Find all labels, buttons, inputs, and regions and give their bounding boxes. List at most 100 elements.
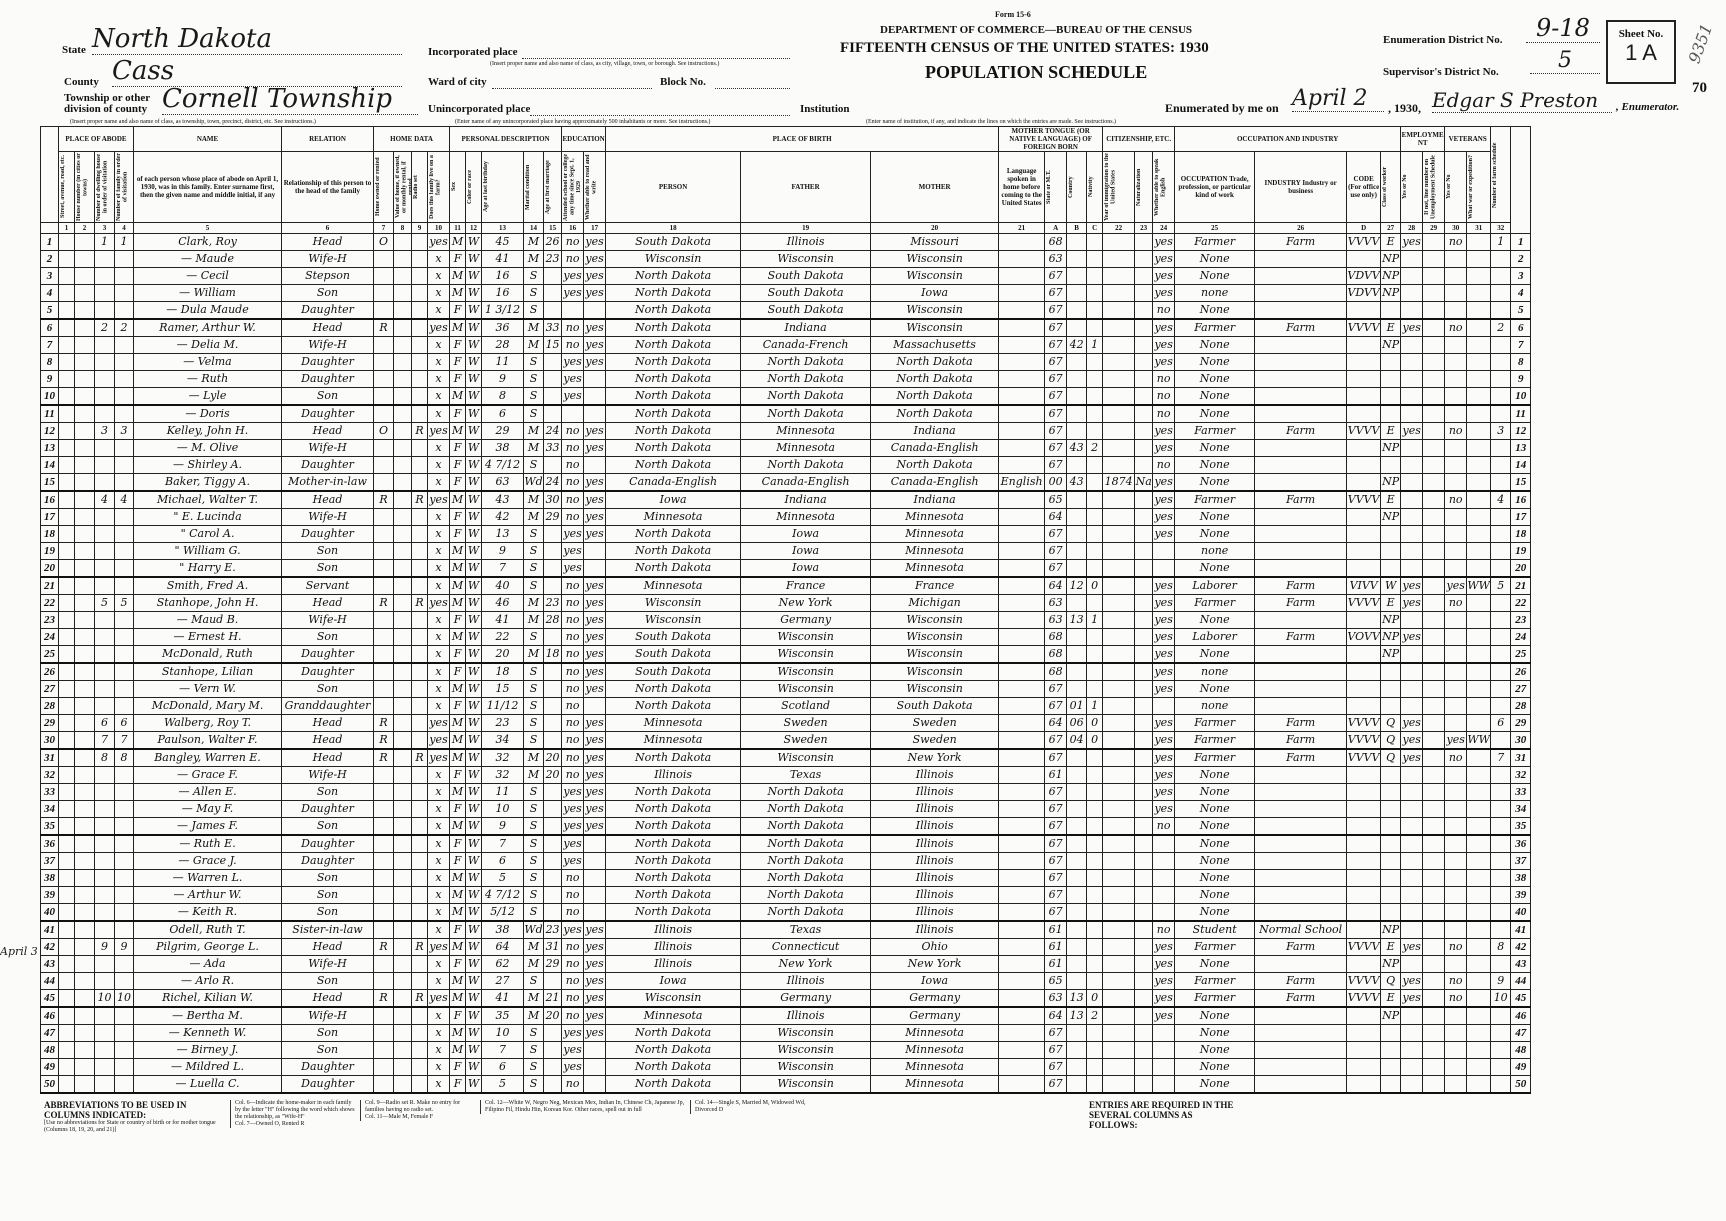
column-header-text: State or M.T. (1045, 170, 1052, 204)
home-tenure (373, 1006, 395, 1025)
read-write: yes (583, 594, 607, 612)
home-value (393, 233, 413, 251)
relation: Daughter (281, 1058, 375, 1076)
farm-residence: yes (427, 714, 451, 732)
birthplace-mother: Sweden (870, 714, 1000, 732)
column-header-radio-set: Radio set (411, 151, 429, 223)
birthplace-person: Canada-English (605, 473, 742, 492)
column-header-immigration-year: Year of immigration to the United States (1102, 151, 1136, 223)
school-attendance: no (561, 439, 585, 457)
street (58, 955, 75, 973)
age-at-marriage (543, 680, 563, 698)
home-value (393, 404, 413, 423)
table-row: 25 McDonald, Ruth Daughter x F W 20 M 18 no yes Sou… (40, 645, 1532, 664)
occupation-code (1346, 250, 1382, 268)
radio-set (411, 525, 429, 543)
employed (1400, 886, 1424, 904)
veteran: yes (1444, 731, 1468, 750)
dwelling-number (94, 766, 115, 784)
birthplace-person: Wisconsin (605, 611, 742, 629)
county-value: Cass (112, 56, 402, 87)
farm-residence: x (427, 284, 451, 302)
school-attendance: no (561, 456, 585, 474)
home-value (393, 748, 413, 767)
house-number (74, 353, 95, 371)
class-of-worker: Q (1380, 748, 1402, 767)
farm-residence: yes (427, 594, 451, 612)
home-tenure (373, 955, 395, 973)
mother-tongue (998, 886, 1046, 904)
line-number: 45 (40, 989, 59, 1008)
employed (1400, 783, 1424, 801)
sex: M (449, 594, 467, 612)
column-header-text: Country (1067, 176, 1074, 198)
dwelling-number (94, 834, 115, 853)
line-number-right: 49 (1510, 1058, 1532, 1076)
line-number: 24 (40, 628, 59, 646)
table-row: 13— M. Olive Wife-H x F W 38 M 33 no yes North Dak… (40, 439, 1532, 457)
code-b (1066, 869, 1088, 887)
naturalization (1134, 250, 1154, 268)
unemployment-line (1422, 903, 1446, 922)
age-at-marriage (543, 800, 563, 818)
unemployment-line (1422, 267, 1446, 285)
birthplace-mother: North Dakota (870, 456, 1000, 474)
code-a: 63 (1044, 611, 1068, 629)
street (58, 576, 75, 595)
line-number: 5 (40, 301, 59, 320)
war: WW (1466, 576, 1492, 595)
marital-condition: S (523, 404, 545, 423)
veteran (1444, 336, 1468, 354)
line-number: 1 (40, 233, 59, 251)
code-c (1086, 955, 1104, 973)
line-number: 41 (40, 920, 59, 939)
school-attendance: no (561, 473, 585, 492)
line-number: 42 (40, 938, 59, 956)
name: — Arthur W. (133, 886, 283, 904)
industry (1254, 766, 1348, 784)
code-b: 04 (1066, 731, 1088, 750)
home-value (393, 1006, 413, 1025)
marital-condition: S (523, 1075, 545, 1094)
code-c (1086, 284, 1104, 302)
relation: Servant (281, 576, 375, 595)
family-number: 8 (113, 748, 135, 767)
age-at-marriage: 20 (543, 766, 563, 784)
dwelling-number (94, 628, 115, 646)
age: 6 (481, 852, 525, 870)
birthplace-person: Minnesota (605, 731, 742, 750)
employed (1400, 920, 1424, 939)
birthplace-person: Minnesota (605, 1006, 742, 1025)
col12-note: Col. 12—White W, Negro Neg, Mexican Mex,… (485, 1100, 685, 1113)
occupation-code: VVVV (1346, 748, 1382, 767)
marital-condition: M (523, 233, 545, 251)
home-tenure (373, 456, 395, 474)
farm-schedule (1490, 250, 1512, 268)
occupation-code: VVVV (1346, 318, 1382, 337)
occupation: Farmer (1174, 490, 1256, 509)
naturalization (1134, 800, 1154, 818)
age-at-marriage: 23 (543, 250, 563, 268)
farm-schedule (1490, 783, 1512, 801)
farm-schedule: 10 (1490, 989, 1512, 1008)
school-attendance: no (561, 628, 585, 646)
code-b (1066, 422, 1088, 440)
township-label: Township or other division of county (64, 92, 150, 115)
marital-condition: M (523, 748, 545, 767)
war (1466, 800, 1492, 818)
speaks-english: no (1152, 387, 1176, 406)
occupation-code (1346, 800, 1382, 818)
birthplace-father: North Dakota (740, 387, 872, 406)
sex: M (449, 817, 467, 836)
sex: M (449, 938, 467, 956)
occupation: Farmer (1174, 748, 1256, 767)
farm-schedule: 6 (1490, 714, 1512, 732)
speaks-english: yes (1152, 748, 1176, 767)
farm-residence: x (427, 559, 451, 578)
radio-set (411, 1041, 429, 1059)
school-attendance: no (561, 490, 585, 509)
sex: M (449, 1041, 467, 1059)
naturalization (1134, 938, 1154, 956)
mother-tongue (998, 404, 1046, 423)
farm-residence: x (427, 353, 451, 371)
